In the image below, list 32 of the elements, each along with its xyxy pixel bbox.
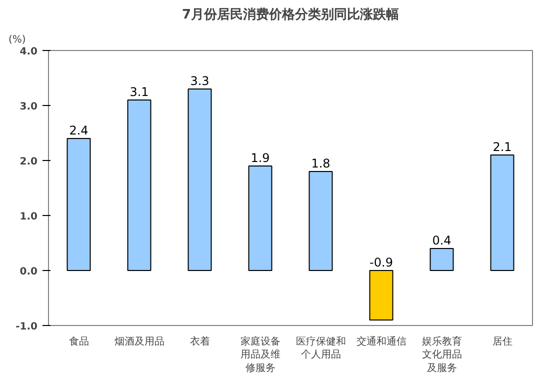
y-tick-label: -1.0 bbox=[16, 322, 38, 332]
data-label: 3.3 bbox=[190, 74, 210, 88]
bar bbox=[188, 88, 212, 271]
x-tick-label: 烟酒及用品 bbox=[114, 336, 164, 348]
x-tick-label: 交通和通信 bbox=[356, 336, 406, 348]
data-label: 2.1 bbox=[492, 140, 512, 154]
y-tick-label: 1.0 bbox=[20, 212, 38, 222]
bar bbox=[430, 248, 454, 271]
data-label: 0.4 bbox=[432, 234, 452, 248]
chart-title: 7月份居民消费价格分类别同比涨跌幅 bbox=[182, 8, 400, 22]
x-tick-label: 医疗保健和个人用品 bbox=[296, 336, 346, 361]
y-tick-label: 3.0 bbox=[20, 102, 38, 112]
bar bbox=[66, 138, 91, 271]
data-label: 2.4 bbox=[69, 124, 88, 138]
y-axis-title: (%) bbox=[8, 34, 26, 46]
bar bbox=[127, 100, 152, 271]
y-tick-label: 2.0 bbox=[20, 156, 38, 168]
data-label: 1.9 bbox=[250, 151, 270, 165]
x-tick-label: 食品 bbox=[68, 336, 89, 348]
bar bbox=[490, 154, 514, 271]
data-label: 1.8 bbox=[311, 156, 330, 170]
data-label: 3.1 bbox=[130, 85, 149, 99]
bar bbox=[308, 171, 333, 271]
bar bbox=[369, 270, 394, 320]
x-tick-label: 居住 bbox=[492, 336, 512, 348]
x-tick-label: 衣着 bbox=[190, 336, 210, 348]
x-tick-label: 娱乐教育文化用品及服务 bbox=[422, 336, 462, 374]
y-tick-label: 4.0 bbox=[20, 46, 38, 58]
bar bbox=[248, 166, 272, 271]
y-tick-label: 0.0 bbox=[20, 266, 38, 278]
data-label: -0.9 bbox=[370, 256, 393, 270]
x-tick-label: 家庭设备用品及维修服务 bbox=[240, 336, 280, 374]
